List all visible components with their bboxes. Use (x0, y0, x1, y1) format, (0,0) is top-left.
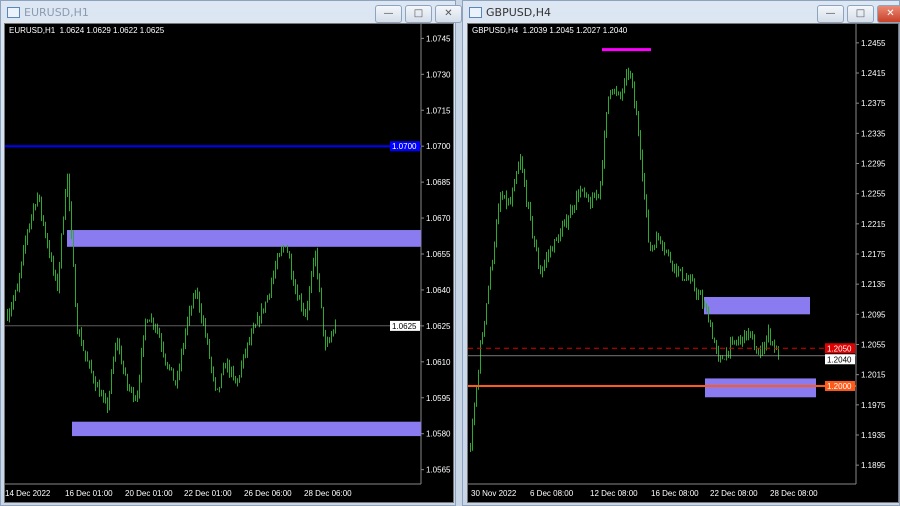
price-tick-label: 1.0730 (426, 70, 451, 79)
close-button[interactable]: ✕ (877, 5, 900, 23)
dashed-level-label-bg (825, 343, 855, 354)
price-tick-label: 1.0565 (426, 466, 451, 475)
price-tick-label: 1.2455 (861, 39, 886, 48)
support-resistance-zone (67, 230, 421, 247)
time-tick-label: 14 Dec 2022 (5, 489, 51, 498)
price-tick-label: 1.1935 (861, 431, 886, 440)
gbpusd-chart[interactable]: GBPUSD,H4 1.2039 1.2045 1.2027 1.2040 1.… (467, 23, 899, 503)
eurusd-chart[interactable]: EURUSD,H1 1.0624 1.0629 1.0622 1.0625 1.… (4, 23, 454, 503)
minimize-button[interactable]: — (817, 5, 844, 23)
support-resistance-zone (72, 421, 421, 437)
price-tick-label: 1.2175 (861, 250, 886, 259)
current-price-label-bg (390, 320, 420, 331)
maximize-button[interactable]: □ (405, 5, 432, 23)
maximize-button[interactable]: □ (847, 5, 874, 23)
price-tick-label: 1.0700 (426, 142, 451, 151)
title-text: EURUSD,H1 (24, 6, 89, 19)
price-tick-label: 1.2415 (861, 69, 886, 78)
price-tick-label: 1.0610 (426, 358, 451, 367)
level-label-bg (390, 141, 420, 152)
level-label-bg (825, 380, 855, 391)
price-tick-label: 1.2335 (861, 129, 886, 138)
window-controls: — □ ✕ (375, 5, 462, 23)
price-tick-label: 1.0670 (426, 214, 451, 223)
price-tick-label: 1.0580 (426, 430, 451, 439)
price-tick-label: 1.0655 (426, 250, 451, 259)
minimize-button[interactable]: — (375, 5, 402, 23)
chart-window-icon (469, 7, 482, 18)
time-tick-label: 26 Dec 06:00 (244, 489, 292, 498)
time-tick-label: 28 Dec 08:00 (770, 489, 818, 498)
price-tick-label: 1.0595 (426, 394, 451, 403)
time-tick-label: 6 Dec 08:00 (530, 489, 574, 498)
price-tick-label: 1.2215 (861, 220, 886, 229)
price-tick-label: 1.2135 (861, 280, 886, 289)
level-label: 1.0700 (392, 142, 417, 151)
time-tick-label: 30 Nov 2022 (471, 489, 517, 498)
window-controls: — □ ✕ (817, 5, 900, 23)
current-price-label: 1.2040 (827, 355, 852, 364)
time-tick-label: 28 Dec 06:00 (304, 489, 352, 498)
current-price-label-bg (825, 354, 855, 365)
price-tick-label: 1.0745 (426, 34, 451, 43)
price-tick-label: 1.2015 (861, 371, 886, 380)
window-title: GBPUSD,H4 (469, 6, 551, 19)
time-tick-label: 22 Dec 08:00 (710, 489, 758, 498)
price-tick-label: 1.1975 (861, 401, 886, 410)
current-price-label: 1.0625 (392, 322, 417, 331)
price-tick-label: 1.2055 (861, 340, 886, 349)
time-tick-label: 12 Dec 08:00 (590, 489, 638, 498)
price-tick-label: 1.0625 (426, 322, 451, 331)
time-tick-label: 16 Dec 08:00 (651, 489, 699, 498)
price-tick-label: 1.0640 (426, 286, 451, 295)
level-label: 1.2000 (827, 382, 852, 391)
price-tick-label: 1.1895 (861, 461, 886, 470)
chart-header: GBPUSD,H4 1.2039 1.2045 1.2027 1.2040 (472, 26, 628, 35)
time-tick-label: 20 Dec 01:00 (125, 489, 173, 498)
eurusd-window[interactable]: EURUSD,H1 — □ ✕ EURUSD,H1 1.0624 1.0629 1.… (0, 0, 462, 506)
price-tick-label: 1.0685 (426, 178, 451, 187)
support-resistance-zone (705, 378, 816, 398)
price-tick-label: 1.2095 (861, 310, 886, 319)
time-tick-label: 22 Dec 01:00 (184, 489, 232, 498)
dashed-level-label: 1.2050 (827, 344, 852, 353)
title-text: GBPUSD,H4 (486, 6, 551, 19)
chart-window-icon (7, 7, 20, 18)
price-tick-label: 1.0715 (426, 106, 451, 115)
price-tick-label: 1.2375 (861, 99, 886, 108)
close-button[interactable]: ✕ (435, 5, 462, 23)
time-tick-label: 16 Dec 01:00 (65, 489, 113, 498)
price-tick-label: 1.2295 (861, 160, 886, 169)
price-tick-label: 1.2255 (861, 190, 886, 199)
support-resistance-zone (704, 296, 810, 315)
window-title: EURUSD,H1 (7, 6, 89, 19)
chart-header: EURUSD,H1 1.0624 1.0629 1.0622 1.0625 (9, 26, 165, 35)
gbpusd-window[interactable]: GBPUSD,H4 — □ ✕ GBPUSD,H4 1.2039 1.2045 1.… (462, 0, 900, 506)
